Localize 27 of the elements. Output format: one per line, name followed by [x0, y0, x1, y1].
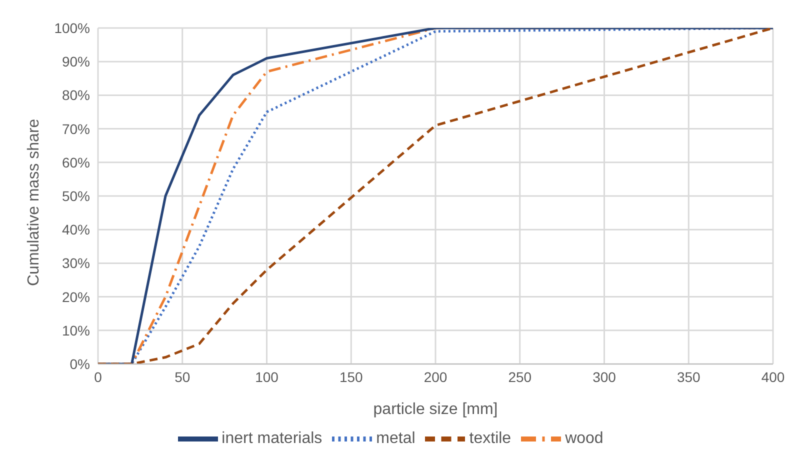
x-tick-label: 50 — [174, 368, 190, 385]
x-tick-label: 100 — [255, 368, 279, 385]
legend-label: inert materials — [222, 430, 322, 448]
legend-label: metal — [376, 430, 416, 448]
y-axis-title: Cumulative mass share — [26, 118, 43, 286]
y-tick-label: 100% — [54, 20, 90, 36]
y-tick-label: 40% — [62, 222, 90, 238]
legend-label: textile — [469, 430, 512, 448]
y-tick-label: 10% — [62, 322, 90, 338]
x-tick-label: 350 — [676, 368, 701, 385]
y-tick-label: 30% — [62, 255, 90, 272]
x-tick-label: 150 — [339, 368, 364, 385]
y-tick-label: 20% — [62, 288, 90, 305]
x-tick-label: 200 — [424, 368, 448, 385]
y-tick-label: 70% — [62, 120, 90, 137]
x-tick-label: 400 — [761, 368, 785, 385]
x-tick-label: 0 — [94, 368, 102, 385]
y-tick-label: 80% — [62, 87, 90, 104]
x-axis-title: particle size [mm] — [373, 401, 498, 418]
x-tick-label: 250 — [508, 368, 532, 385]
y-tick-label: 60% — [62, 154, 90, 170]
y-tick-label: 50% — [62, 188, 90, 204]
legend-label: wood — [565, 430, 604, 448]
line-series — [98, 28, 773, 364]
x-tick-label: 300 — [592, 368, 616, 385]
y-tick-label: 0% — [70, 356, 90, 372]
y-tick-label: 90% — [62, 54, 90, 70]
